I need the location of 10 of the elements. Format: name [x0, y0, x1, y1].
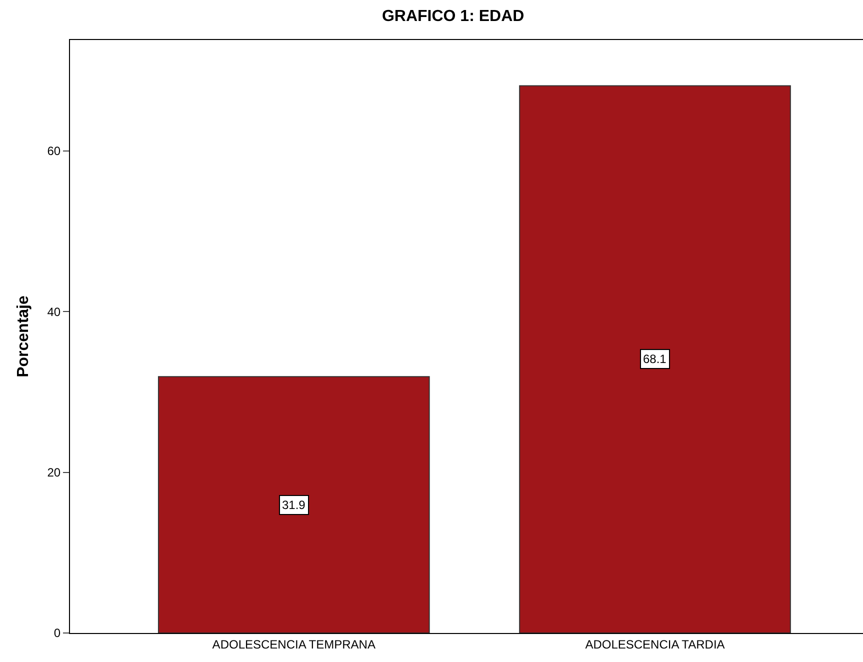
data-label: 68.1 — [643, 352, 667, 366]
y-tick-label: 60 — [47, 144, 61, 158]
x-tick-label: ADOLESCENCIA TEMPRANA — [212, 637, 376, 652]
chart-title: GRAFICO 1: EDAD — [382, 8, 524, 26]
y-tick-label: 0 — [54, 626, 61, 640]
y-tick-label: 40 — [47, 304, 61, 319]
y-axis-title: Porcentaje — [15, 295, 32, 378]
y-tick-label: 20 — [47, 466, 61, 480]
data-label: 31.9 — [282, 498, 306, 512]
x-tick-label: ADOLESCENCIA TARDIA — [585, 637, 725, 652]
